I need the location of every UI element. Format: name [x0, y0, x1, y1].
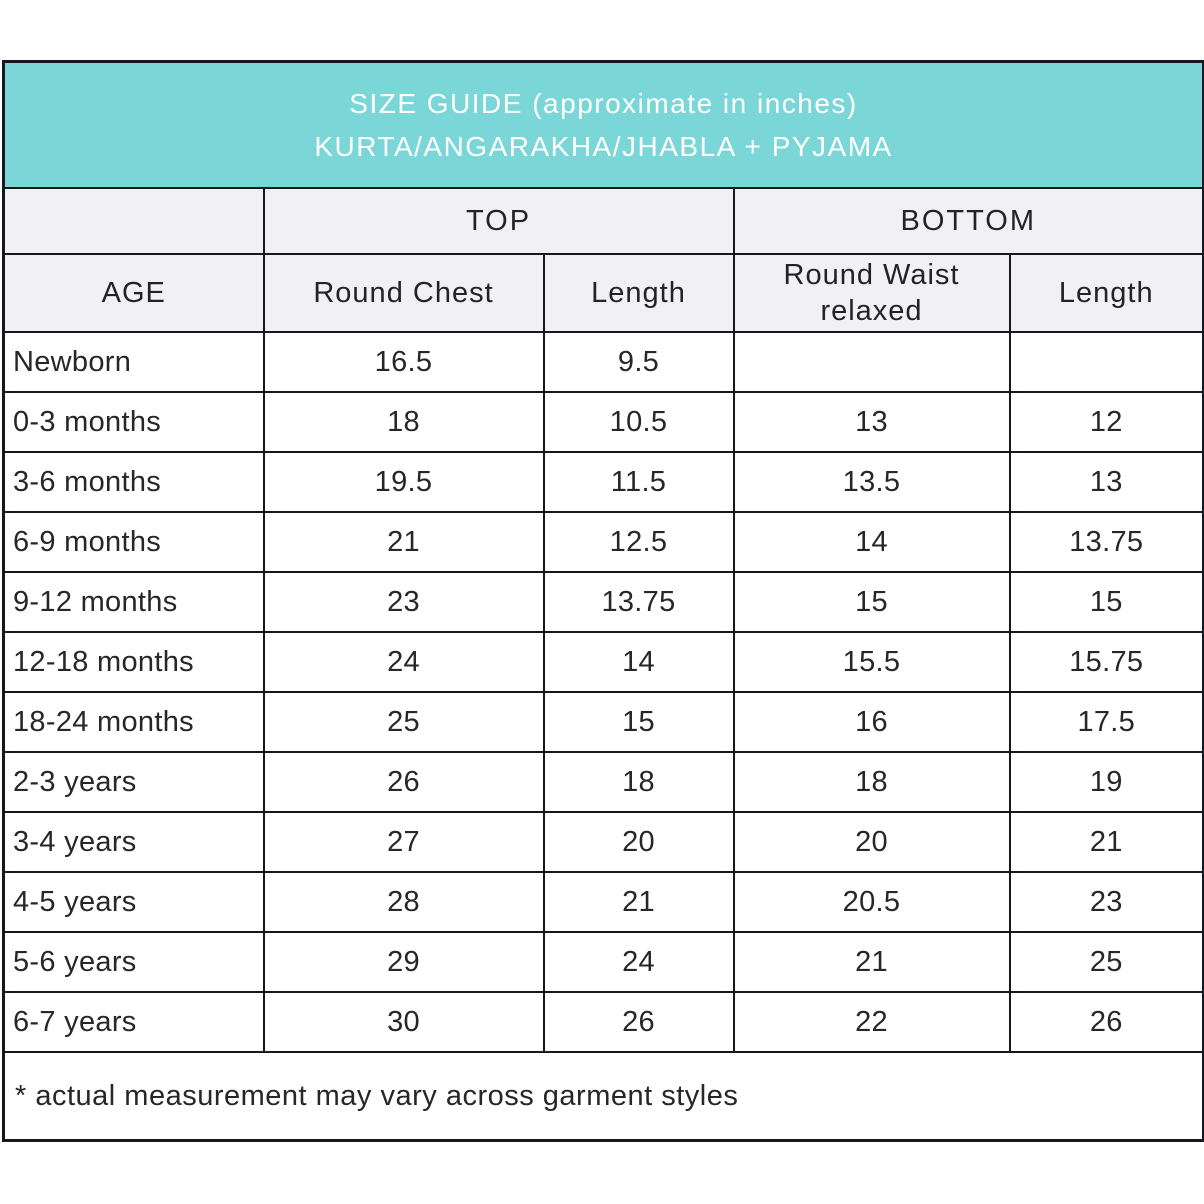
age-cell: Newborn [2, 331, 265, 393]
group-header-row: TOP BOTTOM [2, 187, 1204, 255]
table-row: 9-12 months 23 13.75 15 15 [2, 571, 1204, 633]
table-row: 3-6 months 19.5 11.5 13.5 13 [2, 451, 1204, 513]
footnote-row: * actual measurement may vary across gar… [2, 1051, 1204, 1142]
top-length-cell: 18 [542, 751, 735, 813]
round-chest-column-header: Round Chest [262, 253, 545, 333]
round-waist-cell: 14 [732, 511, 1011, 573]
round-waist-cell: 15.5 [732, 631, 1011, 693]
top-length-cell: 13.75 [542, 571, 735, 633]
table-row: 6-9 months 21 12.5 14 13.75 [2, 511, 1204, 573]
top-length-cell: 21 [542, 871, 735, 933]
title-row: SIZE GUIDE (approximate in inches) KURTA… [2, 60, 1204, 189]
age-cell: 0-3 months [2, 391, 265, 453]
table-row: 2-3 years 26 18 18 19 [2, 751, 1204, 813]
bottom-length-cell: 13.75 [1008, 511, 1204, 573]
age-cell: 9-12 months [2, 571, 265, 633]
bottom-length-cell: 21 [1008, 811, 1204, 873]
age-cell: 3-6 months [2, 451, 265, 513]
table-row: 12-18 months 24 14 15.5 15.75 [2, 631, 1204, 693]
title-line-1: SIZE GUIDE (approximate in inches) [349, 87, 858, 119]
age-cell: 2-3 years [2, 751, 265, 813]
top-length-cell: 15 [542, 691, 735, 753]
footnote-text: * actual measurement may vary across gar… [2, 1051, 1204, 1142]
bottom-length-cell: 26 [1008, 991, 1204, 1053]
age-cell: 18-24 months [2, 691, 265, 753]
top-length-cell: 26 [542, 991, 735, 1053]
size-guide-table: SIZE GUIDE (approximate in inches) KURTA… [2, 60, 1204, 1142]
round-waist-cell: 13 [732, 391, 1011, 453]
round-chest-cell: 28 [262, 871, 545, 933]
round-chest-cell: 19.5 [262, 451, 545, 513]
round-waist-cell: 15 [732, 571, 1011, 633]
bottom-length-cell: 13 [1008, 451, 1204, 513]
round-chest-cell: 27 [262, 811, 545, 873]
table-row: 6-7 years 30 26 22 26 [2, 991, 1204, 1053]
top-length-cell: 24 [542, 931, 735, 993]
bottom-length-column-header: Length [1008, 253, 1204, 333]
age-cell: 4-5 years [2, 871, 265, 933]
table-row: 18-24 months 25 15 16 17.5 [2, 691, 1204, 753]
table-row: 0-3 months 18 10.5 13 12 [2, 391, 1204, 453]
round-chest-cell: 23 [262, 571, 545, 633]
top-length-cell: 10.5 [542, 391, 735, 453]
top-length-column-header: Length [542, 253, 735, 333]
round-chest-cell: 24 [262, 631, 545, 693]
round-waist-cell: 16 [732, 691, 1011, 753]
round-waist-cell: 13.5 [732, 451, 1011, 513]
round-waist-cell: 20 [732, 811, 1011, 873]
age-cell: 6-7 years [2, 991, 265, 1053]
round-waist-column-header: Round Waist relaxed [732, 253, 1011, 333]
title-band: SIZE GUIDE (approximate in inches) KURTA… [2, 60, 1204, 189]
table-row: 3-4 years 27 20 20 21 [2, 811, 1204, 873]
table-row: Newborn 16.5 9.5 [2, 331, 1204, 393]
bottom-length-cell: 23 [1008, 871, 1204, 933]
group-blank-cell [2, 187, 265, 255]
round-chest-cell: 26 [262, 751, 545, 813]
round-chest-cell: 29 [262, 931, 545, 993]
top-length-cell: 14 [542, 631, 735, 693]
age-cell: 12-18 months [2, 631, 265, 693]
bottom-length-cell: 15 [1008, 571, 1204, 633]
top-length-cell: 20 [542, 811, 735, 873]
round-waist-cell [732, 331, 1011, 393]
bottom-length-cell [1008, 331, 1204, 393]
age-cell: 3-4 years [2, 811, 265, 873]
round-chest-cell: 18 [262, 391, 545, 453]
round-waist-cell: 20.5 [732, 871, 1011, 933]
round-chest-cell: 25 [262, 691, 545, 753]
table-row: 4-5 years 28 21 20.5 23 [2, 871, 1204, 933]
age-cell: 5-6 years [2, 931, 265, 993]
round-chest-cell: 16.5 [262, 331, 545, 393]
top-length-cell: 12.5 [542, 511, 735, 573]
bottom-length-cell: 25 [1008, 931, 1204, 993]
round-chest-cell: 30 [262, 991, 545, 1053]
round-waist-cell: 22 [732, 991, 1011, 1053]
age-cell: 6-9 months [2, 511, 265, 573]
column-header-row: AGE Round Chest Length Round Waist relax… [2, 253, 1204, 333]
top-length-cell: 11.5 [542, 451, 735, 513]
bottom-length-cell: 15.75 [1008, 631, 1204, 693]
round-chest-cell: 21 [262, 511, 545, 573]
bottom-length-cell: 19 [1008, 751, 1204, 813]
bottom-length-cell: 17.5 [1008, 691, 1204, 753]
top-length-cell: 9.5 [542, 331, 735, 393]
bottom-length-cell: 12 [1008, 391, 1204, 453]
round-waist-cell: 18 [732, 751, 1011, 813]
group-bottom-header: BOTTOM [732, 187, 1204, 255]
table-row: 5-6 years 29 24 21 25 [2, 931, 1204, 993]
group-top-header: TOP [262, 187, 735, 255]
title-line-2: KURTA/ANGARAKHA/JHABLA + PYJAMA [314, 131, 893, 162]
age-column-header: AGE [2, 253, 265, 333]
round-waist-cell: 21 [732, 931, 1011, 993]
